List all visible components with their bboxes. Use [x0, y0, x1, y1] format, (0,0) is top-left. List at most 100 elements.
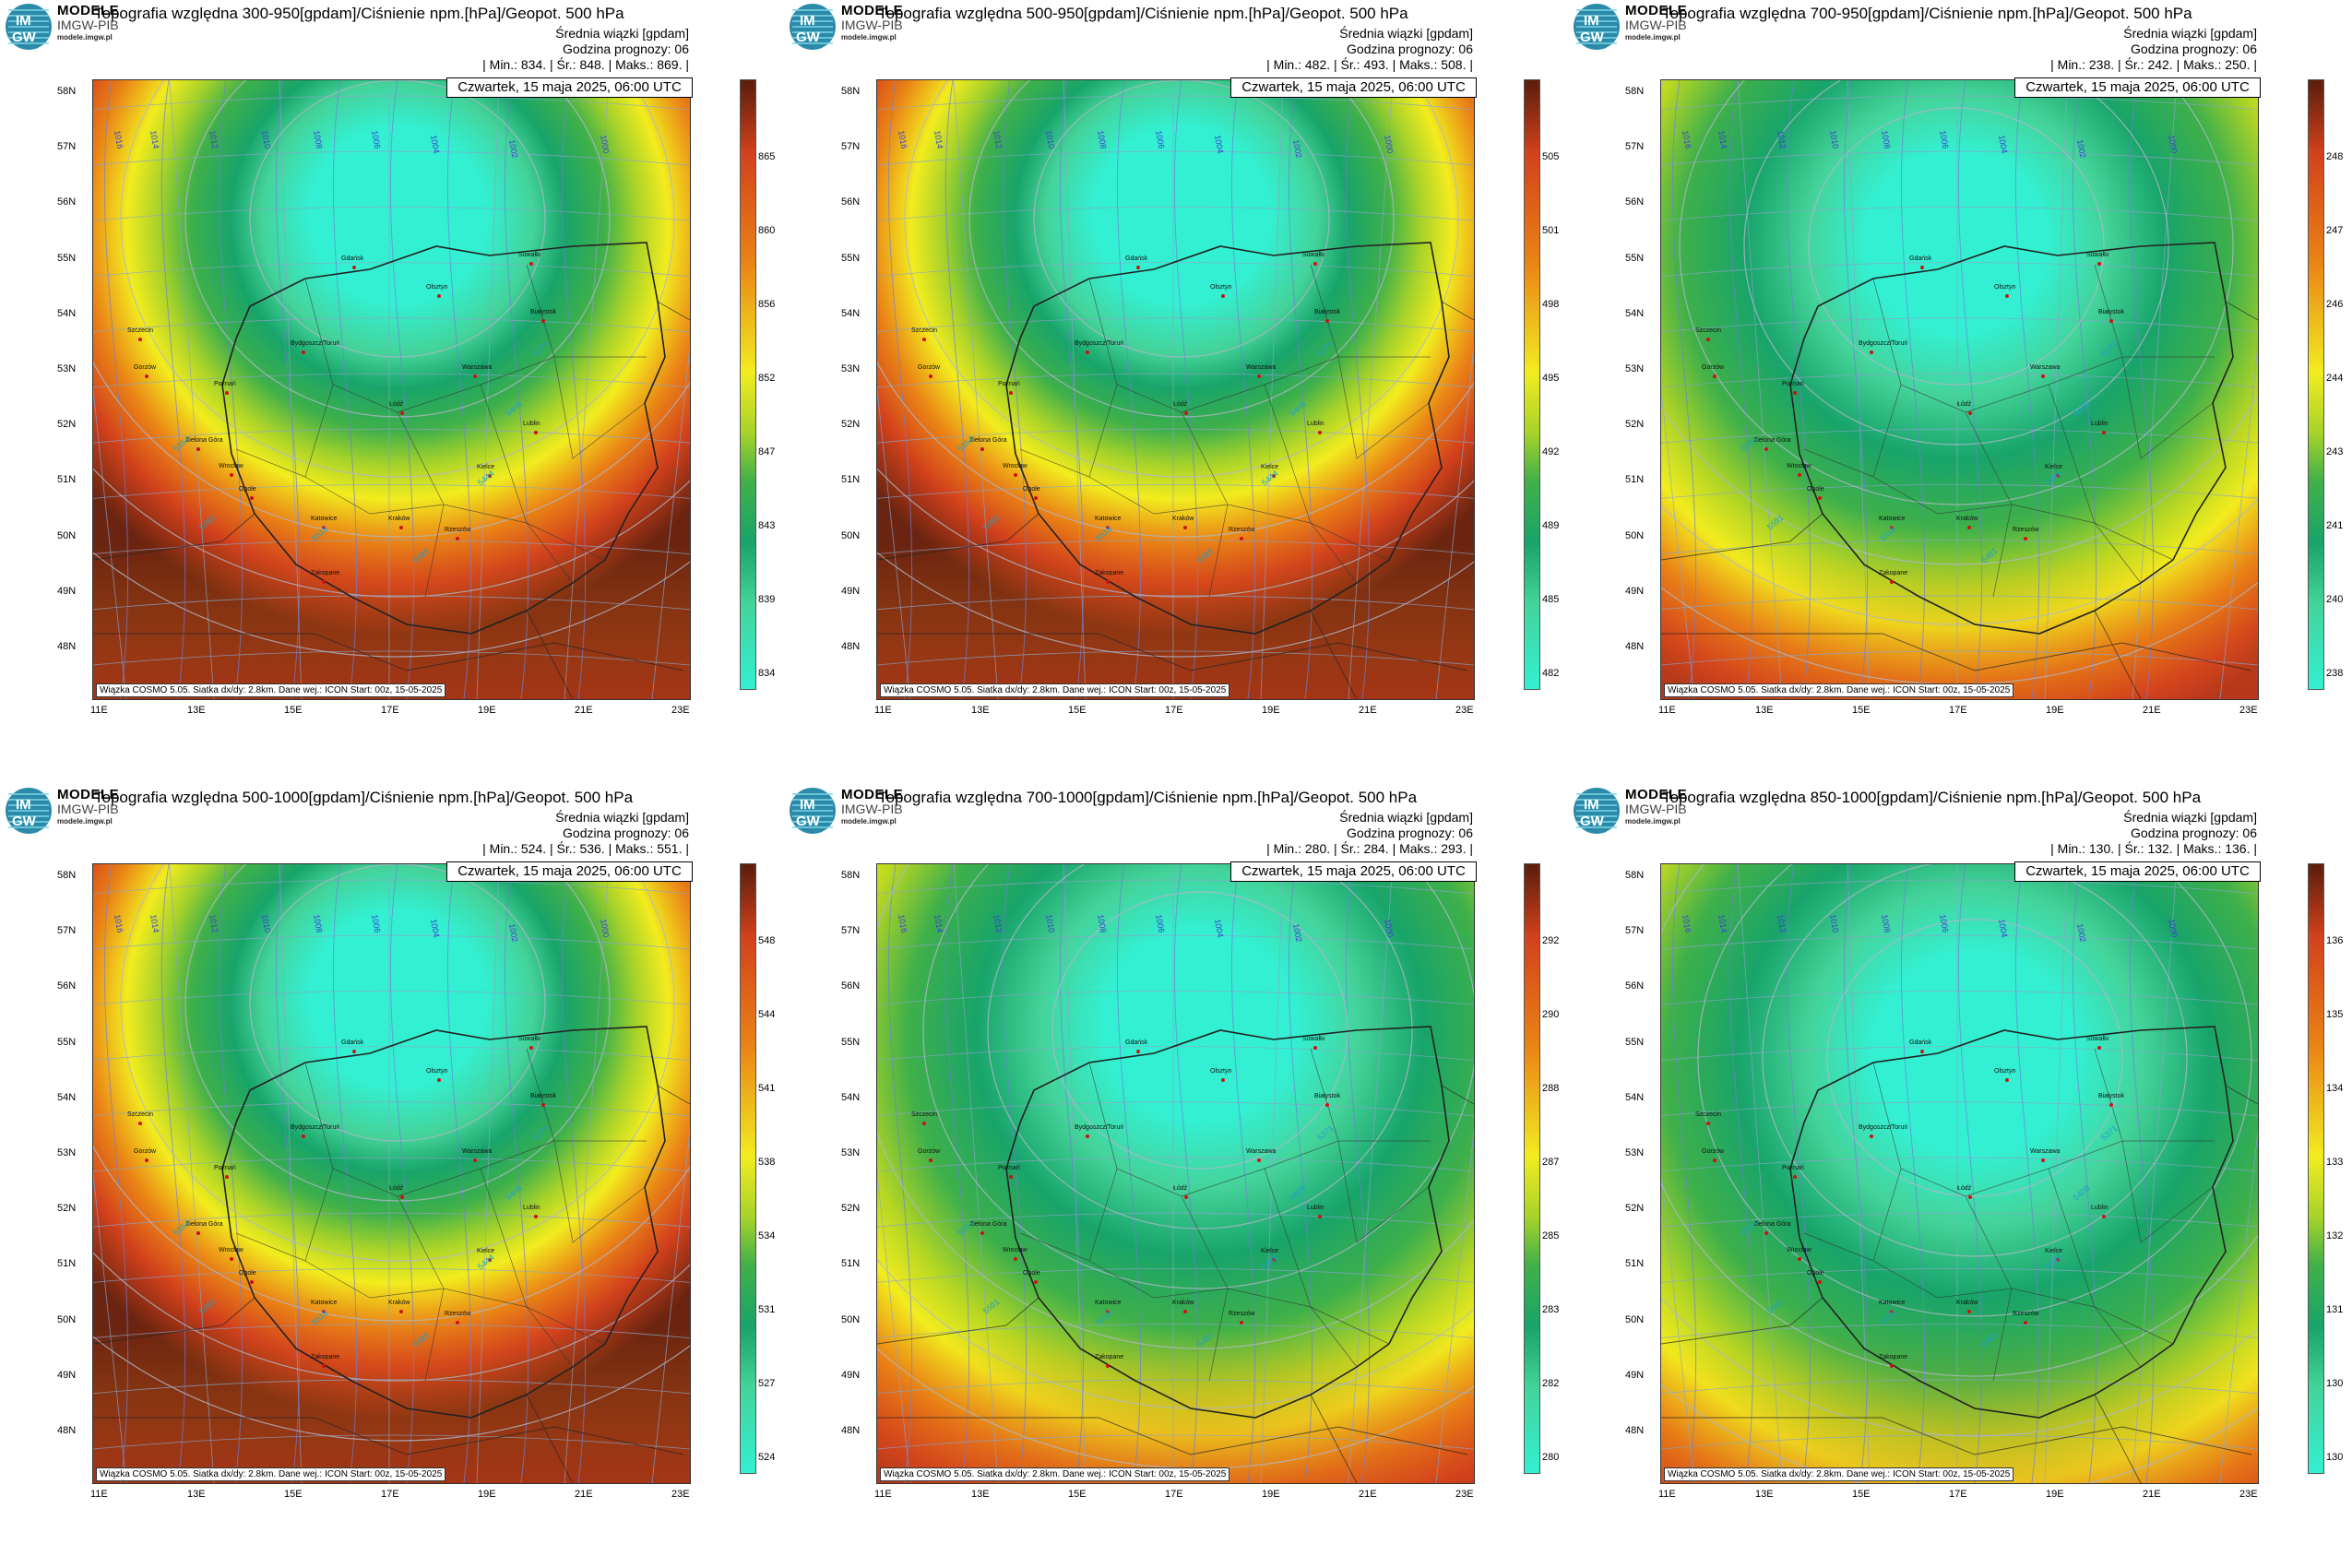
- map-area[interactable]: Gdańsk Olsztyn Suwałki Białystok Szczecin Byd…: [1660, 863, 2259, 1484]
- map-area[interactable]: Gdańsk Olsztyn Suwałki Białystok Szczecin Byd…: [92, 863, 691, 1484]
- map-panel: IM GW MODELE IMGW-PIB modele.imgw.pl Topograf…: [1568, 784, 2352, 1568]
- city-marker: Rzeszów: [1229, 1311, 1255, 1324]
- latitude-label: 48N: [841, 641, 861, 652]
- brand-name: MODELE: [841, 787, 904, 802]
- region-borders: [1019, 1048, 1431, 1382]
- city-label: Rzeszów: [2013, 1311, 2039, 1317]
- longitude-label: 21E: [575, 705, 593, 716]
- city-label: Katowice: [311, 1300, 338, 1306]
- colorbar-tick-label: 135: [2326, 1009, 2344, 1020]
- city-label: Rzeszów: [1229, 1311, 1255, 1317]
- latitude-label: 53N: [57, 1147, 77, 1158]
- imgw-logo-icon: IMGW: [790, 788, 836, 834]
- city-label: Olsztyn: [1210, 284, 1231, 291]
- latitude-label: 50N: [1625, 1313, 1645, 1325]
- stats-line: | Min.: 834. | Śr.: 848. | Maks.: 869. |: [482, 57, 689, 72]
- map-panel: IM GW MODELE IMGW-PIB modele.imgw.pl Topograf…: [784, 784, 1568, 1568]
- model-info-footer: Wiązka COSMO 5.05. Siatka dx/dy: 2.8km. …: [880, 683, 1230, 697]
- latitude-label: 54N: [57, 1091, 77, 1103]
- valid-date: Czwartek, 15 maja 2025, 06:00 UTC: [2014, 861, 2261, 882]
- brand-url[interactable]: modele.imgw.pl: [841, 817, 897, 826]
- region-borders: [1803, 264, 2215, 598]
- isobar-label: 1012: [208, 130, 220, 149]
- city-label: Gdańsk: [341, 1039, 364, 1046]
- brand-url[interactable]: modele.imgw.pl: [1625, 817, 1681, 826]
- city-label: Suwałki: [1302, 252, 1325, 258]
- logo-text-top: IM: [800, 797, 815, 813]
- latitude-label: 56N: [841, 980, 861, 992]
- city-label: Suwałki: [518, 252, 541, 258]
- brand-url[interactable]: modele.imgw.pl: [57, 817, 113, 826]
- isobar-label: 1002: [2075, 139, 2087, 159]
- colorbar-tick-label: 839: [758, 594, 776, 605]
- latitude-label: 52N: [841, 1203, 861, 1215]
- city-marker: Białystok: [2098, 1093, 2125, 1107]
- isobar-label: 1004: [1997, 135, 2009, 154]
- forecast-hour: Godzina prognozy: 06: [1347, 42, 1473, 56]
- isobar-label: 1014: [148, 914, 160, 933]
- city-marker: Zakopane: [1095, 1354, 1123, 1368]
- city-marker: Poznań: [998, 1165, 1020, 1179]
- map-title: Topografia względna 700-1000[gpdam]/Ciśn…: [878, 789, 1418, 806]
- city-marker: Kraków: [1956, 516, 1978, 529]
- stats-line: | Min.: 238. | Śr.: 242. | Maks.: 250. |: [2050, 57, 2257, 72]
- city-marker: Gdańsk: [1909, 1039, 1932, 1053]
- city-marker: Gdańsk: [341, 255, 364, 269]
- isobars: [887, 80, 1371, 699]
- latitude-label: 48N: [1625, 1425, 1645, 1436]
- brand-url[interactable]: modele.imgw.pl: [841, 33, 897, 42]
- poland-border: [1005, 1026, 1450, 1419]
- city-marker: Kraków: [1172, 1300, 1194, 1313]
- map-title: Topografia względna 700-950[gpdam]/Ciśni…: [1662, 5, 2192, 22]
- colorbar-tick-label: 287: [1542, 1157, 1560, 1168]
- isobar-label: 1016: [897, 914, 909, 933]
- city-label: Zakopane: [1095, 1354, 1123, 1360]
- city-marker: Opole: [239, 486, 256, 500]
- city-label: Białystok: [2098, 309, 2125, 315]
- region-borders: [1803, 1048, 2215, 1382]
- city-label: Gorzów: [1702, 1148, 1725, 1155]
- isobar-label: 1016: [113, 914, 125, 933]
- longitude-label: 21E: [575, 1489, 593, 1500]
- latitude-label: 48N: [841, 1425, 861, 1436]
- latitude-label: 49N: [1625, 585, 1645, 597]
- brand-url[interactable]: modele.imgw.pl: [1625, 33, 1681, 42]
- isobar-label: 1014: [932, 130, 944, 149]
- city-marker: Rzeszów: [445, 527, 471, 540]
- colorbar-tick-label: 136: [2326, 935, 2344, 946]
- colorbar-tick-label: 492: [1542, 446, 1560, 457]
- forecast-hour: Godzina prognozy: 06: [2131, 826, 2257, 840]
- city-label: Kraków: [1956, 1300, 1978, 1306]
- latitude-label: 50N: [57, 529, 77, 541]
- brand-url[interactable]: modele.imgw.pl: [57, 33, 113, 42]
- map-area[interactable]: Gdańsk Olsztyn Suwałki Białystok Szczecin Byd…: [876, 79, 1475, 700]
- geopotential-contours: [93, 864, 690, 1442]
- city-label: Szczecin: [127, 1111, 153, 1118]
- model-info-footer: Wiązka COSMO 5.05. Siatka dx/dy: 2.8km. …: [1664, 683, 2014, 697]
- longitude-label: 17E: [1949, 1489, 1967, 1500]
- map-area[interactable]: Gdańsk Olsztyn Suwałki Białystok Szczecin Byd…: [1660, 79, 2259, 700]
- logo-text-top: IM: [16, 797, 31, 813]
- isobar-label: 1014: [1716, 914, 1728, 933]
- latitude-label: 52N: [841, 419, 861, 431]
- map-area[interactable]: Gdańsk Olsztyn Suwałki Białystok Szczecin Byd…: [876, 863, 1475, 1484]
- city-marker: Gorzów: [1702, 364, 1725, 378]
- city-label: Bydgoszcz/Toruń: [1859, 1124, 1907, 1131]
- latitude-label: 48N: [57, 1425, 77, 1436]
- region-borders: [235, 1048, 647, 1382]
- model-info-footer: Wiązka COSMO 5.05. Siatka dx/dy: 2.8km. …: [96, 683, 446, 697]
- city-label: Kielce: [477, 464, 494, 470]
- longitude-label: 17E: [1949, 705, 1967, 716]
- colorbar-tick-label: 527: [758, 1378, 776, 1389]
- city-marker: Katowice: [1879, 516, 1906, 529]
- city-label: Kraków: [1172, 1300, 1194, 1306]
- poland-border: [221, 242, 666, 635]
- city-marker: Rzeszów: [2013, 527, 2039, 540]
- city-label: Olsztyn: [426, 1068, 447, 1075]
- colorbar-tick-label: 134: [2326, 1083, 2344, 1094]
- city-marker: Bydgoszcz/Toruń: [291, 1124, 339, 1138]
- map-area[interactable]: Gdańsk Olsztyn Suwałki Białystok Szczecin Byd…: [92, 79, 691, 700]
- city-label: Gdańsk: [1909, 1039, 1932, 1046]
- city-marker: Olsztyn: [1210, 284, 1231, 298]
- colorbar-tick-label: 548: [758, 935, 776, 946]
